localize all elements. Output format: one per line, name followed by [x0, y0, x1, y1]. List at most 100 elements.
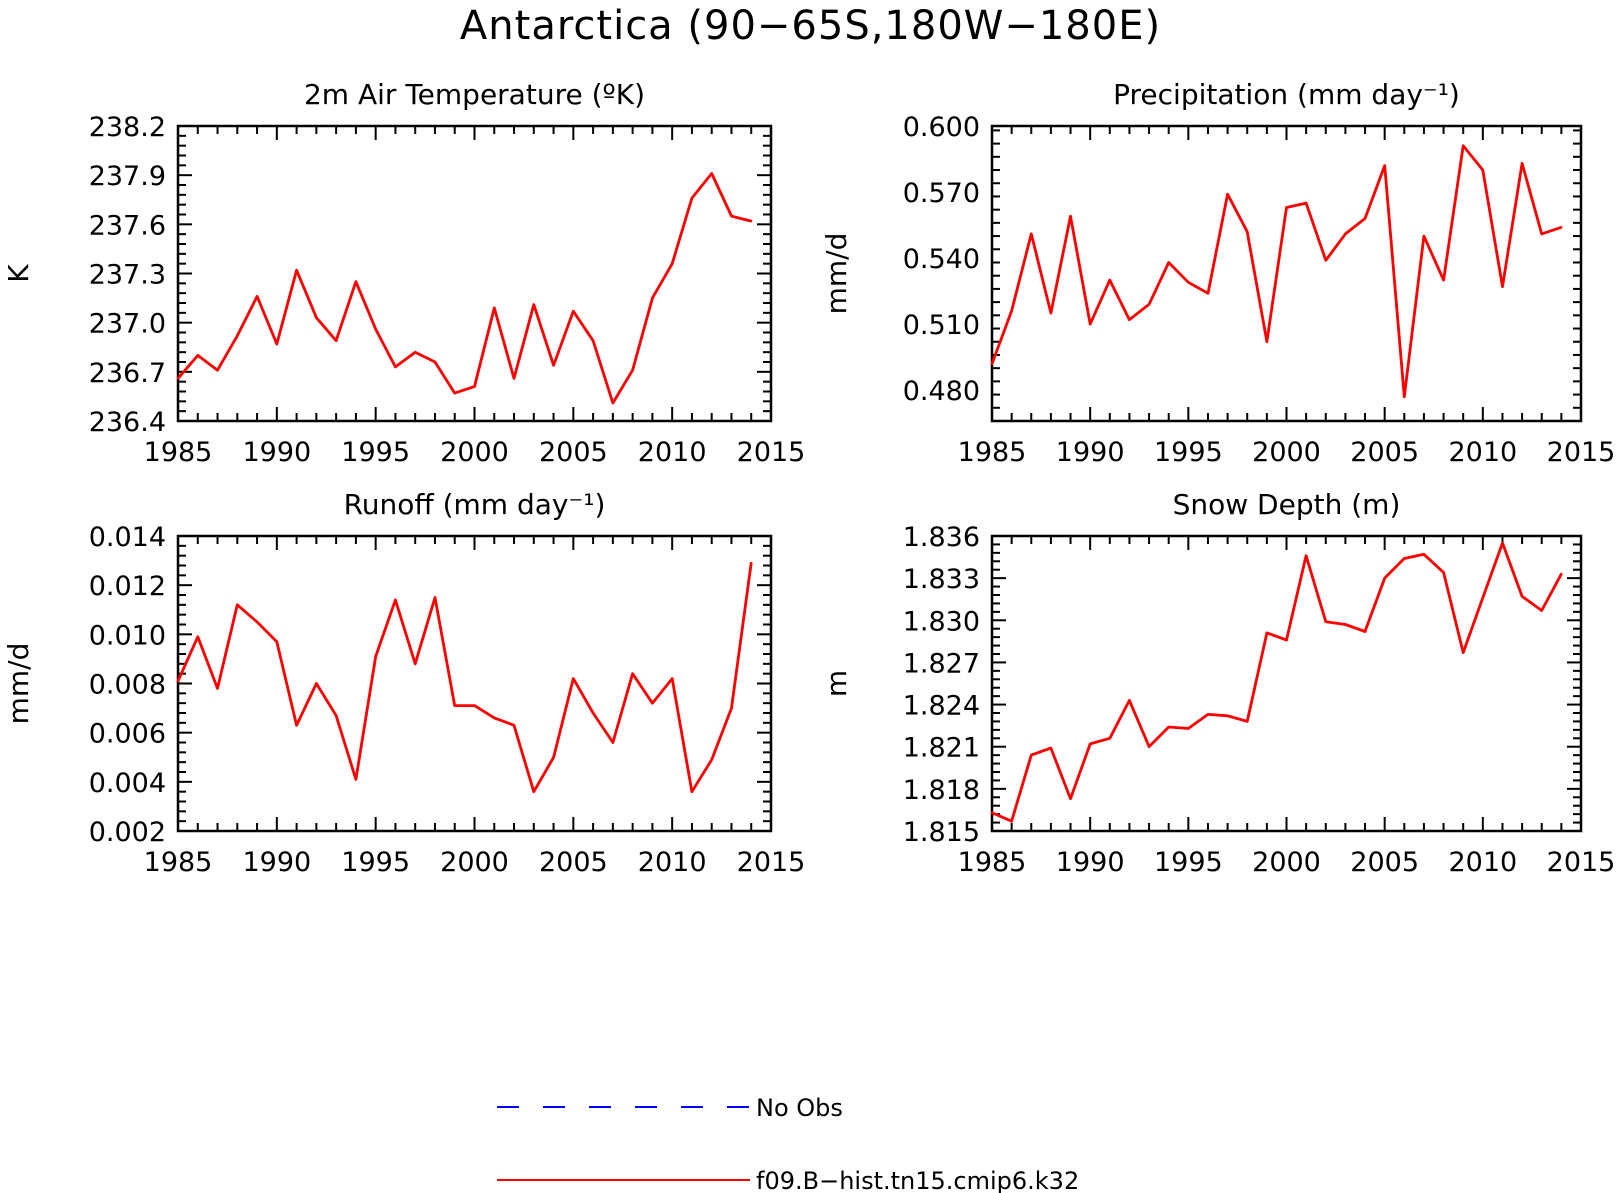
data-point-1986 [196, 635, 199, 638]
panel-title: Snow Depth (m) [1173, 488, 1401, 521]
x-tick-label-1985: 1985 [144, 847, 213, 878]
y-axis-label: m [820, 670, 853, 697]
data-point-2004 [552, 364, 555, 367]
data-point-1988 [236, 603, 239, 607]
y-tick-label-0-004: 0.004 [89, 768, 166, 799]
data-point-2014 [750, 219, 753, 223]
data-point-2005 [1383, 164, 1386, 167]
data-point-1999 [1265, 340, 1269, 343]
data-point-2012 [710, 172, 713, 175]
data-point-1995 [1187, 727, 1190, 730]
panel-precipitation: 1985 1990 1995 2000 2005 2010 2015 0.480 0.510 0.… [820, 78, 1615, 468]
data-point-1985 [990, 362, 994, 365]
data-point-1998 [433, 596, 437, 599]
x-tick-label-1985: 1985 [958, 847, 1027, 878]
data-point-1996 [1206, 292, 1210, 295]
series-line-model [990, 144, 1562, 399]
x-tick-label-2000: 2000 [440, 437, 509, 468]
x-tick-label-2010: 2010 [638, 847, 707, 878]
panel-snow-depth: 1985 1990 1995 2000 2005 2010 2015 1.815 1.818 1.… [820, 488, 1615, 878]
y-axis-label: K [2, 264, 35, 283]
data-point-1989 [1069, 215, 1072, 218]
x-tick-label-2005: 2005 [539, 437, 608, 468]
panel-title: Precipitation (mm day⁻¹) [1113, 78, 1460, 111]
data-point-2003 [1344, 623, 1347, 626]
data-point-2003 [532, 790, 535, 793]
data-point-1989 [1069, 797, 1072, 800]
data-point-2003 [532, 303, 535, 306]
data-point-2002 [1324, 620, 1327, 623]
data-point-1986 [1010, 819, 1013, 823]
x-tick-label-2000: 2000 [1252, 847, 1321, 878]
data-point-2013 [1540, 232, 1543, 236]
x-tick-label-2015: 2015 [1547, 847, 1616, 878]
x-tick-label-2010: 2010 [1448, 847, 1517, 878]
data-point-1990 [275, 342, 279, 346]
data-point-2010 [670, 677, 674, 680]
series-line-model [176, 172, 752, 405]
data-point-1994 [354, 778, 358, 781]
data-point-2012 [1520, 162, 1524, 165]
x-tick-label-1995: 1995 [341, 437, 410, 468]
data-point-1987 [216, 687, 219, 690]
y-tick-label-0-014: 0.014 [89, 522, 166, 553]
data-point-2004 [552, 756, 555, 759]
plot-frame [176, 124, 773, 423]
y-tick-label-237-6: 237.6 [89, 210, 166, 241]
data-point-2007 [611, 741, 615, 744]
data-point-2003 [1344, 232, 1347, 236]
data-point-2006 [1403, 395, 1406, 398]
x-tick-label-2010: 2010 [1448, 437, 1517, 468]
x-tick-label-2005: 2005 [539, 847, 608, 878]
data-point-1985 [990, 811, 994, 814]
y-tick-label-1-815: 1.815 [903, 817, 980, 848]
y-tick-label-1-827: 1.827 [903, 648, 980, 679]
x-tick-label-2000: 2000 [440, 847, 509, 878]
y-axis-label: mm/d [820, 233, 853, 315]
x-tick-label-1995: 1995 [1154, 437, 1223, 468]
x-tick-label-1990: 1990 [242, 437, 311, 468]
data-point-1991 [1108, 278, 1112, 282]
y-tick-label-1-821: 1.821 [903, 733, 980, 764]
panel-title: Runoff (mm day⁻¹) [344, 488, 606, 521]
data-point-2008 [1442, 571, 1445, 574]
data-point-2011 [1501, 285, 1504, 288]
data-point-1997 [1226, 193, 1229, 196]
data-point-2011 [690, 790, 694, 793]
data-point-1986 [1010, 309, 1013, 313]
data-point-1998 [1246, 230, 1249, 233]
data-point-1998 [1246, 720, 1249, 723]
data-point-2006 [591, 711, 595, 715]
panel-air-temperature: 1985 1990 1995 2000 2005 2010 2015 236.4 236.7 23… [2, 78, 805, 468]
data-point-2013 [730, 214, 733, 218]
y-tick-label-236-4: 236.4 [89, 407, 166, 438]
data-point-1994 [1167, 261, 1170, 264]
y-tick-label-0-570: 0.570 [903, 178, 980, 209]
data-point-2014 [1560, 572, 1563, 576]
y-tick-label-237-3: 237.3 [89, 260, 166, 291]
series-line-model [176, 562, 753, 794]
data-point-2005 [572, 309, 575, 313]
data-point-2008 [631, 368, 634, 372]
data-point-2007 [1422, 553, 1426, 556]
data-point-1991 [295, 269, 298, 272]
data-point-2009 [1462, 651, 1465, 654]
data-point-1993 [1147, 745, 1151, 748]
data-point-1996 [394, 365, 397, 369]
data-point-1997 [414, 662, 417, 666]
y-tick-label-0-008: 0.008 [89, 670, 166, 701]
y-tick-label-1-833: 1.833 [903, 564, 980, 595]
data-point-1998 [433, 360, 437, 364]
series-line-model [991, 541, 1563, 823]
data-point-2002 [512, 377, 516, 380]
data-point-2006 [1403, 557, 1406, 560]
data-point-1988 [1049, 746, 1053, 750]
data-point-1999 [453, 391, 456, 395]
data-point-1993 [334, 339, 338, 342]
data-point-2007 [1422, 234, 1426, 238]
x-tick-label-2015: 2015 [737, 437, 806, 468]
data-point-1992 [315, 682, 318, 685]
y-tick-label-236-7: 236.7 [89, 358, 166, 389]
data-point-1991 [1108, 737, 1112, 740]
